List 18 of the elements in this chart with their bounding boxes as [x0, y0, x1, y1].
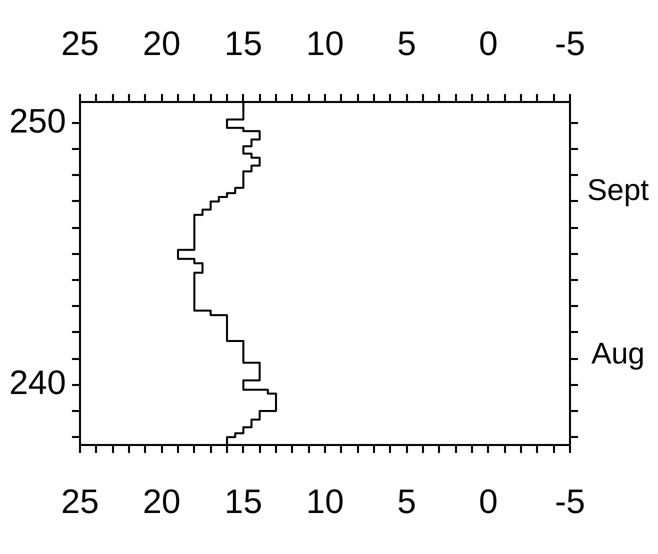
x2-tick-label: 0	[478, 24, 498, 63]
x-tick-label: 20	[142, 482, 181, 521]
y-tick-label: 240	[9, 364, 66, 402]
x2-tick-label: -5	[554, 24, 586, 63]
x2-tick-label: 20	[142, 24, 181, 63]
x2-tick-label: 10	[306, 24, 344, 63]
x2-tick-label: 25	[61, 24, 99, 63]
x-tick-label: 10	[306, 482, 344, 521]
x-tick-label: -5	[554, 482, 586, 521]
x-tick-label: 15	[224, 482, 262, 521]
text: Sept	[587, 174, 650, 208]
x-tick-label: 5	[397, 482, 416, 521]
x-tick-label: 0	[478, 482, 498, 521]
x-tick-label: 25	[61, 482, 99, 521]
y-tick-label: 250	[9, 102, 66, 140]
x2-tick-label: 5	[397, 24, 416, 63]
x2-tick-label: 15	[224, 24, 262, 63]
text: Aug	[591, 337, 645, 370]
